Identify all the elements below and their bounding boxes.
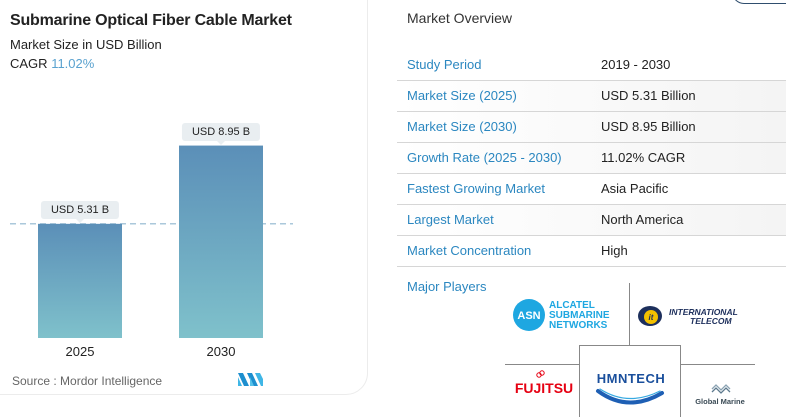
fujitsu-wordmark: FUJITSU [515,380,573,396]
row-value: 11.02% CAGR [601,150,686,165]
row-label: Largest Market [407,212,494,227]
chart-title: Submarine Optical Fiber Cable Market [10,12,292,29]
fujitsu-logo-icon: FUJITSU [515,370,573,396]
x-tick-label-2030: 2030 [206,344,236,359]
asn-line-1: ALCATEL [549,300,595,311]
bar-2030 [179,145,263,338]
asn-line-3: NETWORKS [549,320,608,331]
row-value: North America [601,212,684,227]
major-players-label: Major Players [407,279,487,294]
chart-subtitle: Market Size in USD Billion [10,37,162,52]
data-label-2030: USD 8.95 B [181,122,261,145]
asn-mark: ASN [517,310,540,322]
row-value: 2019 - 2030 [601,57,671,72]
it-mark: it [649,313,654,322]
top-right-tab-edge [732,0,786,4]
row-value: USD 8.95 Billion [601,119,696,134]
asn-line-2: SUBMARINE [549,310,610,321]
divider-line [629,283,630,345]
alcatel-submarine-networks-logo: ASN ALCATEL SUBMARINE NETWORKS [513,297,625,333]
divider-line [579,345,580,417]
cagr-value: 11.02% [51,56,95,71]
row-value: Asia Pacific [601,181,669,196]
overview-row-market-size-2030: Market Size (2030) USD 8.95 Billion [397,112,786,143]
row-label: Market Size (2030) [407,119,517,134]
global-marine-logo: Global Marine [687,381,753,409]
data-label-2025: USD 5.31 B [40,200,120,223]
overview-row-largest-market: Largest Market North America [397,205,786,236]
overview-title: Market Overview [407,10,513,26]
overview-row-study-period: Study Period 2019 - 2030 [397,50,786,81]
overview-row-market-concentration: Market Concentration High [397,236,786,267]
global-marine-logo-icon: Global Marine [695,384,745,406]
row-value: High [601,243,628,258]
asn-logo-icon: ASN ALCATEL SUBMARINE NETWORKS [513,299,610,331]
bar-2025 [38,223,122,338]
hmntech-logo-icon: HMNTECH [596,371,666,405]
source-text: Source : Mordor Intelligence [12,374,163,388]
divider-line [505,364,579,365]
cagr-line: CAGR 11.02% [10,56,94,71]
x-tick-label-2025: 2025 [65,344,95,359]
fujitsu-logo: FUJITSU [514,369,574,399]
hmntech-logo: HMNTECH [588,369,674,413]
international-telecom-logo-icon: it INTERNATIONAL TELECOM [638,306,738,326]
mordor-intelligence-logo-icon [238,373,263,386]
cagr-label: CAGR [10,56,48,71]
divider-line [681,364,755,365]
row-value: USD 5.31 Billion [601,88,696,103]
divider-line [680,345,681,417]
row-label: Market Size (2025) [407,88,517,103]
row-label: Fastest Growing Market [407,181,545,196]
overview-table: Study Period 2019 - 2030 Market Size (20… [397,50,786,267]
overview-row-growth-rate: Growth Rate (2025 - 2030) 11.02% CAGR [397,143,786,174]
row-label: Market Concentration [407,243,532,258]
bar-chart: USD 5.31 B 2025 USD 8.95 B 2030 [0,80,370,370]
divider-line [579,345,681,346]
it-line-1: INTERNATIONAL [669,307,738,317]
it-line-2: TELECOM [690,316,732,326]
bar-chart-svg [10,145,293,338]
row-label: Study Period [407,57,482,72]
overview-row-fastest-growing: Fastest Growing Market Asia Pacific [397,174,786,205]
global-marine-wordmark: Global Marine [695,397,745,406]
row-label: Growth Rate (2025 - 2030) [407,150,562,165]
overview-row-market-size-2025: Market Size (2025) USD 5.31 Billion [397,81,786,112]
international-telecom-logo: it INTERNATIONAL TELECOM [637,301,757,331]
hmntech-wordmark: HMNTECH [597,371,666,386]
major-players-grid: ASN ALCATEL SUBMARINE NETWORKS it INTERN… [500,283,786,417]
